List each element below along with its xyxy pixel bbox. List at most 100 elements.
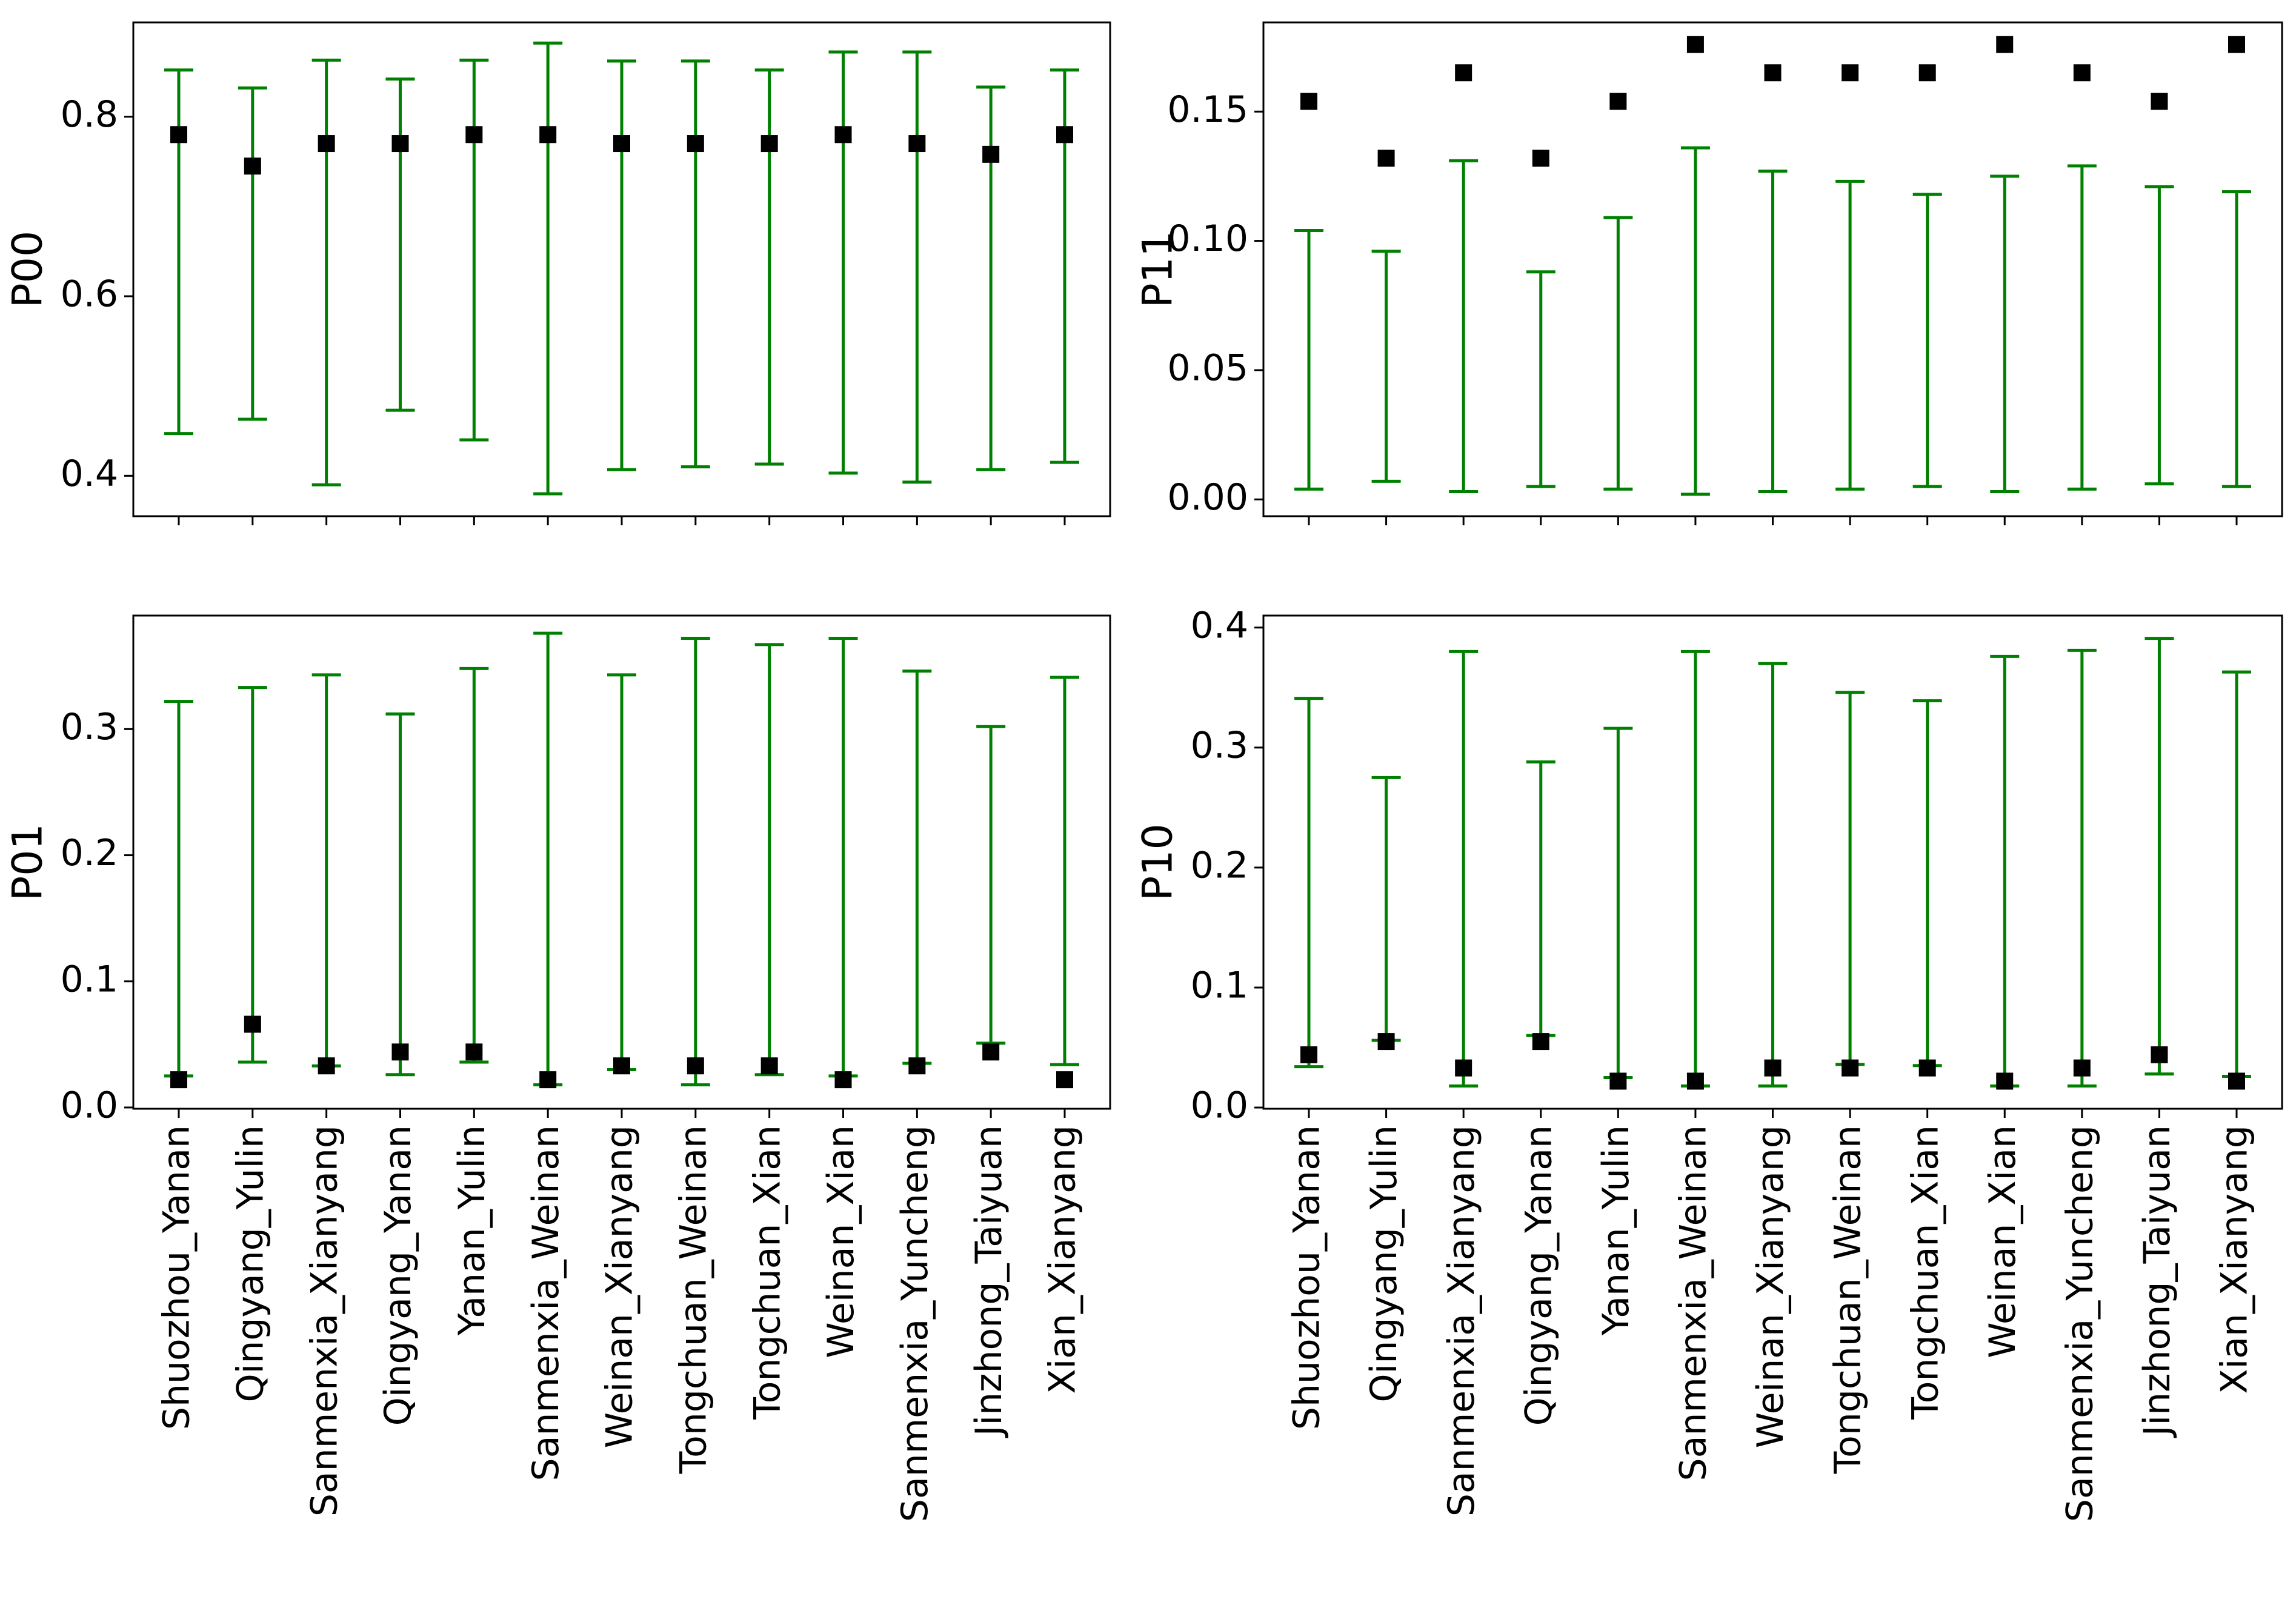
point-p10-11 — [2151, 1046, 2168, 1063]
xtick-label-p01-12: Xian_Xianyang — [1042, 1125, 1084, 1394]
point-p11-2 — [1455, 64, 1472, 82]
xtick-label-p10-0: Shuozhou_Yanan — [1286, 1125, 1328, 1430]
point-p11-7 — [1842, 64, 1859, 82]
ylabel-p00: P00 — [4, 231, 52, 308]
errorbar-p01-11 — [976, 725, 1006, 1045]
point-p01-6 — [613, 1057, 630, 1075]
point-p10-8 — [1918, 1059, 1936, 1077]
point-p10-2 — [1455, 1059, 1472, 1077]
point-p11-4 — [1609, 93, 1627, 110]
point-p01-4 — [465, 1043, 483, 1061]
ylabel-p10: P10 — [1134, 823, 1182, 901]
xtick-label-p10-6: Weinan_Xianyang — [1749, 1125, 1792, 1448]
xtick-label-p01-9: Weinan_Xian — [820, 1125, 862, 1358]
xtick-label-p10-3: Qingyang_Yanan — [1517, 1125, 1560, 1426]
xtick-label-p01-5: Sanmenxia_Weinan — [525, 1125, 567, 1481]
xtick-label-p10-5: Sanmenxia_Weinan — [1672, 1125, 1715, 1481]
panel-p11: 0.00 0.05 0.10 0.15 P11 — [1134, 21, 2283, 525]
errorbar-p01-4 — [459, 666, 489, 1064]
point-p11-0 — [1300, 93, 1317, 110]
xtick-label-p01-7: Tongchuan_Weinan — [672, 1125, 714, 1474]
point-p10-6 — [1764, 1059, 1782, 1077]
errorbar-p11-8 — [1912, 193, 1942, 488]
errorbar-p01-3 — [385, 712, 415, 1077]
xtick-label-p01-6: Weinan_Xianyang — [599, 1125, 641, 1448]
errorbar-p00-4 — [459, 58, 489, 442]
errorbar-p10-0 — [1294, 697, 1323, 1069]
point-p10-7 — [1842, 1059, 1859, 1077]
xtick-label-p10-8: Tongchuan_Xian — [1904, 1125, 1946, 1420]
ytick-label-p01-3: 0.3 — [61, 706, 118, 748]
ytick-label-p00-2: 0.8 — [61, 93, 118, 136]
point-p11-3 — [1532, 150, 1549, 167]
errorbar-p11-1 — [1371, 250, 1401, 483]
xtick-label-p10-12: Xian_Xianyang — [2214, 1125, 2256, 1394]
errorbar-p00-1 — [238, 86, 267, 421]
errorbar-p00-5 — [533, 41, 563, 496]
point-p10-4 — [1609, 1072, 1627, 1090]
ytick-label-p10-0: 0.0 — [1191, 1085, 1248, 1127]
errorbar-p00-9 — [828, 50, 858, 475]
point-p10-10 — [2073, 1059, 2091, 1077]
ytick-label-p00-0: 0.4 — [61, 453, 118, 495]
errorbar-p11-3 — [1526, 270, 1556, 488]
xtick-label-p10-9: Weinan_Xian — [1982, 1125, 2024, 1358]
errorbar-p00-3 — [385, 77, 415, 412]
ylabel-p11: P11 — [1134, 231, 1182, 308]
point-p10-3 — [1532, 1033, 1549, 1051]
point-p11-9 — [1996, 36, 2014, 53]
errorbar-p11-4 — [1603, 216, 1633, 491]
errorbar-p11-11 — [2145, 185, 2174, 486]
xtick-label-p10-11: Jinzhong_Taiyuan — [2136, 1125, 2178, 1438]
point-p10-1 — [1377, 1033, 1395, 1051]
xtick-label-p01-0: Shuozhou_Yanan — [156, 1125, 198, 1430]
xtick-label-p10-10: Sanmenxia_Yuncheng — [2058, 1125, 2101, 1522]
point-p00-12 — [1056, 126, 1073, 144]
xtick-label-p01-2: Sanmenxia_Xianyang — [303, 1125, 345, 1517]
errorbar-p11-0 — [1294, 228, 1323, 491]
ytick-label-p01-2: 0.2 — [61, 832, 118, 874]
point-p00-5 — [539, 126, 557, 144]
point-p01-12 — [1056, 1071, 1073, 1089]
point-p10-5 — [1686, 1072, 1704, 1090]
errorbar-p11-7 — [1835, 179, 1865, 491]
errorbar-p01-7 — [680, 636, 710, 1086]
point-p11-10 — [2073, 64, 2091, 82]
point-p00-11 — [982, 145, 1000, 163]
point-p00-9 — [834, 126, 852, 144]
point-p00-4 — [465, 126, 483, 144]
point-p11-5 — [1686, 36, 1704, 53]
errorbar-p10-11 — [2145, 637, 2174, 1076]
ytick-label-p10-4: 0.4 — [1191, 604, 1248, 646]
ytick-label-p10-2: 0.2 — [1191, 845, 1248, 887]
errorbar-p11-2 — [1449, 159, 1479, 493]
point-p11-6 — [1764, 64, 1782, 82]
errorbar-p01-1 — [238, 686, 267, 1064]
point-p01-3 — [391, 1043, 409, 1061]
point-p01-10 — [908, 1057, 926, 1075]
xtick-label-p10-4: Yanan_Yulin — [1595, 1125, 1637, 1336]
errorbar-p00-10 — [902, 50, 932, 484]
xtick-label-p01-11: Jinzhong_Taiyuan — [968, 1125, 1010, 1438]
point-p00-10 — [908, 135, 926, 153]
point-p10-0 — [1300, 1046, 1317, 1063]
ytick-label-p11-2: 0.10 — [1167, 218, 1248, 260]
point-p01-8 — [760, 1057, 778, 1075]
point-p11-11 — [2151, 93, 2168, 110]
errorbar-p11-5 — [1680, 146, 1710, 496]
point-p11-8 — [1918, 64, 1936, 82]
errorbar-p11-6 — [1758, 169, 1788, 493]
errorbar-p01-12 — [1050, 676, 1079, 1066]
panel-p10: 0.0 0.1 0.2 0.3 0.4 P10 Shuozhou_Yanan Qingyang… — [1134, 604, 2283, 1522]
ytick-label-p11-0: 0.00 — [1167, 476, 1248, 519]
ytick-label-p11-3: 0.15 — [1167, 88, 1248, 131]
point-p00-6 — [613, 135, 630, 153]
errorbar-p10-10 — [2067, 648, 2097, 1088]
xtick-label-p10-7: Tongchuan_Weinan — [1827, 1125, 1869, 1474]
xtick-label-p01-4: Yanan_Yulin — [451, 1125, 493, 1336]
errorbar-p11-9 — [1990, 174, 2020, 493]
xtick-label-p01-3: Qingyang_Yanan — [377, 1125, 419, 1426]
point-p01-9 — [834, 1071, 852, 1089]
point-p11-1 — [1377, 150, 1395, 167]
point-p10-12 — [2228, 1072, 2245, 1090]
